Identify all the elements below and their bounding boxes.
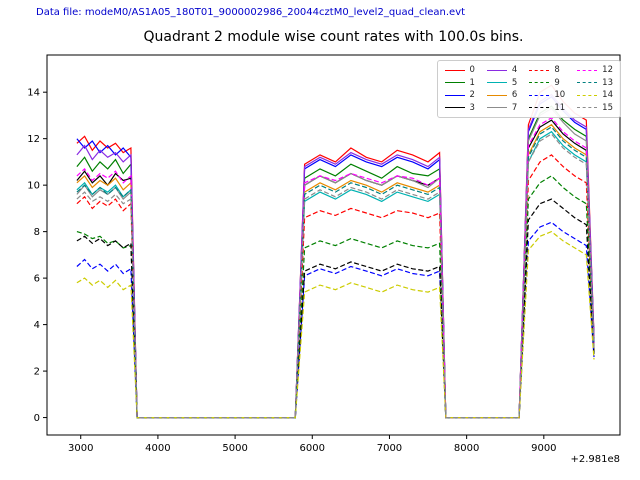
legend-line-swatch xyxy=(444,94,465,96)
legend-label: 13 xyxy=(602,77,613,88)
legend-item-2: 2 xyxy=(444,90,475,101)
legend-line-swatch xyxy=(577,107,598,109)
legend-label: 12 xyxy=(602,65,613,76)
legend-item-10: 10 xyxy=(529,90,565,100)
legend-label: 9 xyxy=(554,77,560,88)
legend-label: 1 xyxy=(469,77,475,88)
legend-label: 15 xyxy=(602,102,613,113)
legend-label: 6 xyxy=(511,90,518,101)
legend-line-swatch xyxy=(486,82,507,84)
legend-label: 11 xyxy=(554,102,566,113)
legend-line-swatch xyxy=(529,94,550,96)
series-line-10 xyxy=(76,221,595,419)
legend-line-swatch xyxy=(486,69,507,71)
x-tick-label: 4000 xyxy=(145,443,170,454)
series-line-14 xyxy=(76,230,595,419)
y-tick-label: 2 xyxy=(34,367,40,378)
series-line-1 xyxy=(76,105,595,419)
x-tick-label: 7000 xyxy=(377,443,402,454)
legend-line-swatch xyxy=(529,82,550,84)
legend-item-8: 8 xyxy=(529,65,565,75)
legend-label: 10 xyxy=(554,90,566,101)
legend-line-swatch xyxy=(529,69,550,71)
legend-item-3: 3 xyxy=(444,102,475,113)
chart-title: Quadrant 2 module wise count rates with … xyxy=(143,29,524,45)
y-tick-label: 14 xyxy=(27,88,40,99)
legend-item-11: 11 xyxy=(529,103,565,113)
legend-line-swatch xyxy=(486,107,507,109)
legend-item-9: 9 xyxy=(529,78,565,88)
series-line-0 xyxy=(76,84,595,419)
series-line-8 xyxy=(76,154,595,419)
legend-line-swatch xyxy=(577,82,598,84)
legend-item-1: 1 xyxy=(444,77,475,88)
legend-item-5: 5 xyxy=(486,77,518,88)
legend-item-7: 7 xyxy=(486,102,518,113)
y-tick-label: 4 xyxy=(34,320,40,331)
legend-line-swatch xyxy=(444,69,465,71)
series-line-11 xyxy=(76,198,595,419)
legend-label: 5 xyxy=(511,77,518,88)
legend-label: 2 xyxy=(469,90,475,101)
series-line-15 xyxy=(76,133,595,419)
legend-label: 14 xyxy=(602,90,613,101)
legend-label: 0 xyxy=(469,65,475,76)
legend-item-12: 12 xyxy=(577,65,613,75)
legend-label: 4 xyxy=(511,65,518,76)
legend-label: 8 xyxy=(554,65,560,76)
x-tick-label: 5000 xyxy=(222,443,247,454)
legend-line-swatch xyxy=(444,82,465,84)
x-tick-label: 8000 xyxy=(454,443,479,454)
legend-line-swatch xyxy=(486,94,507,96)
series-line-6 xyxy=(76,123,595,419)
legend-item-4: 4 xyxy=(486,65,518,76)
legend-line-swatch xyxy=(577,69,598,71)
series-line-5 xyxy=(76,130,595,419)
series-line-4 xyxy=(76,93,595,419)
series-line-2 xyxy=(76,96,595,419)
legend-item-15: 15 xyxy=(577,103,613,113)
legend-item-6: 6 xyxy=(486,90,518,101)
legend-line-swatch xyxy=(444,107,465,109)
y-tick-label: 6 xyxy=(34,274,40,285)
data-file-label: Data file: modeM0/AS1A05_180T01_90000029… xyxy=(36,7,466,18)
series-line-7 xyxy=(76,107,595,419)
axes-frame xyxy=(46,54,621,436)
y-tick-label: 10 xyxy=(27,181,40,192)
legend-item-13: 13 xyxy=(577,78,613,88)
x-tick-label: 3000 xyxy=(68,443,93,454)
legend-label: 7 xyxy=(511,102,518,113)
y-tick-label: 8 xyxy=(34,227,40,238)
x-tick-label: 9000 xyxy=(531,443,556,454)
series-line-12 xyxy=(76,117,595,419)
x-tick-label: 6000 xyxy=(300,443,325,454)
legend: 0 1 2 3 4 5 6 7 8 9 10 11 12 13 14 15 xyxy=(436,60,621,118)
series-line-9 xyxy=(76,175,595,419)
legend-item-14: 14 xyxy=(577,90,613,100)
legend-line-swatch xyxy=(577,94,598,96)
legend-item-0: 0 xyxy=(444,65,475,76)
series-line-13 xyxy=(76,126,595,419)
legend-label: 3 xyxy=(469,102,475,113)
y-tick-label: 0 xyxy=(34,413,40,424)
legend-line-swatch xyxy=(529,107,550,109)
y-tick-label: 12 xyxy=(27,134,40,145)
x-axis-offset-label: +2.981e8 xyxy=(570,454,620,465)
